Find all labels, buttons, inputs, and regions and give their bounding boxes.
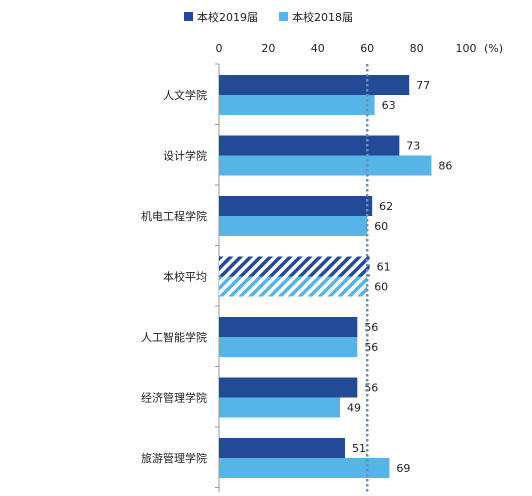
bar-2019 (219, 135, 400, 156)
bar-2019 (219, 317, 358, 337)
data-label: 56 (364, 341, 378, 354)
x-axis: 0 20 40 60 80 100 (%) (215, 42, 503, 492)
bar-2018 (219, 458, 390, 478)
category-label: 本校平均 (163, 270, 207, 284)
bar-2019 (219, 438, 345, 458)
data-label: 61 (377, 261, 391, 274)
data-label: 73 (406, 140, 420, 153)
data-label: 69 (396, 462, 410, 475)
bar-2018 (219, 95, 375, 115)
category-label: 经济管理学院 (141, 391, 207, 405)
category-label: 旅游管理学院 (141, 451, 207, 465)
category-label: 人工智能学院 (141, 330, 207, 344)
x-unit-label: (%) (484, 42, 503, 55)
bar-2018 (219, 216, 368, 236)
bar-2018 (219, 276, 368, 297)
data-label: 77 (416, 79, 430, 92)
bar-2019 (219, 196, 373, 216)
data-label: 49 (347, 402, 361, 415)
category-label: 人文学院 (163, 88, 207, 102)
category-label: 设计学院 (163, 149, 207, 163)
x-tick-label: 20 (261, 42, 275, 55)
bar-2018 (219, 397, 341, 418)
data-label: 62 (379, 200, 393, 213)
bar-2019 (219, 377, 358, 398)
chart-legend: 本校2019届 本校2018届 (184, 10, 353, 24)
data-label: 56 (364, 321, 378, 334)
bar-2018 (219, 155, 432, 176)
data-label: 60 (374, 220, 388, 233)
legend-label-2: 本校2018届 (292, 10, 353, 24)
data-label: 56 (364, 382, 378, 395)
bar-2019 (219, 75, 410, 95)
x-tick-label: 80 (410, 42, 424, 55)
legend-label-1: 本校2019届 (197, 10, 258, 24)
x-tick-label: 100 (456, 42, 477, 55)
x-tick-label: 40 (311, 42, 325, 55)
data-label: 63 (382, 99, 396, 112)
legend-swatch-1 (184, 12, 193, 21)
data-label: 86 (438, 160, 452, 173)
data-label: 51 (352, 442, 366, 455)
x-tick-label: 0 (216, 42, 223, 55)
x-tick-label: 60 (360, 42, 374, 55)
data-label: 60 (374, 281, 388, 294)
category-label: 机电工程学院 (141, 209, 207, 223)
bar-2019 (219, 256, 370, 277)
bar-2018 (219, 337, 358, 357)
legend-swatch-2 (279, 12, 288, 21)
